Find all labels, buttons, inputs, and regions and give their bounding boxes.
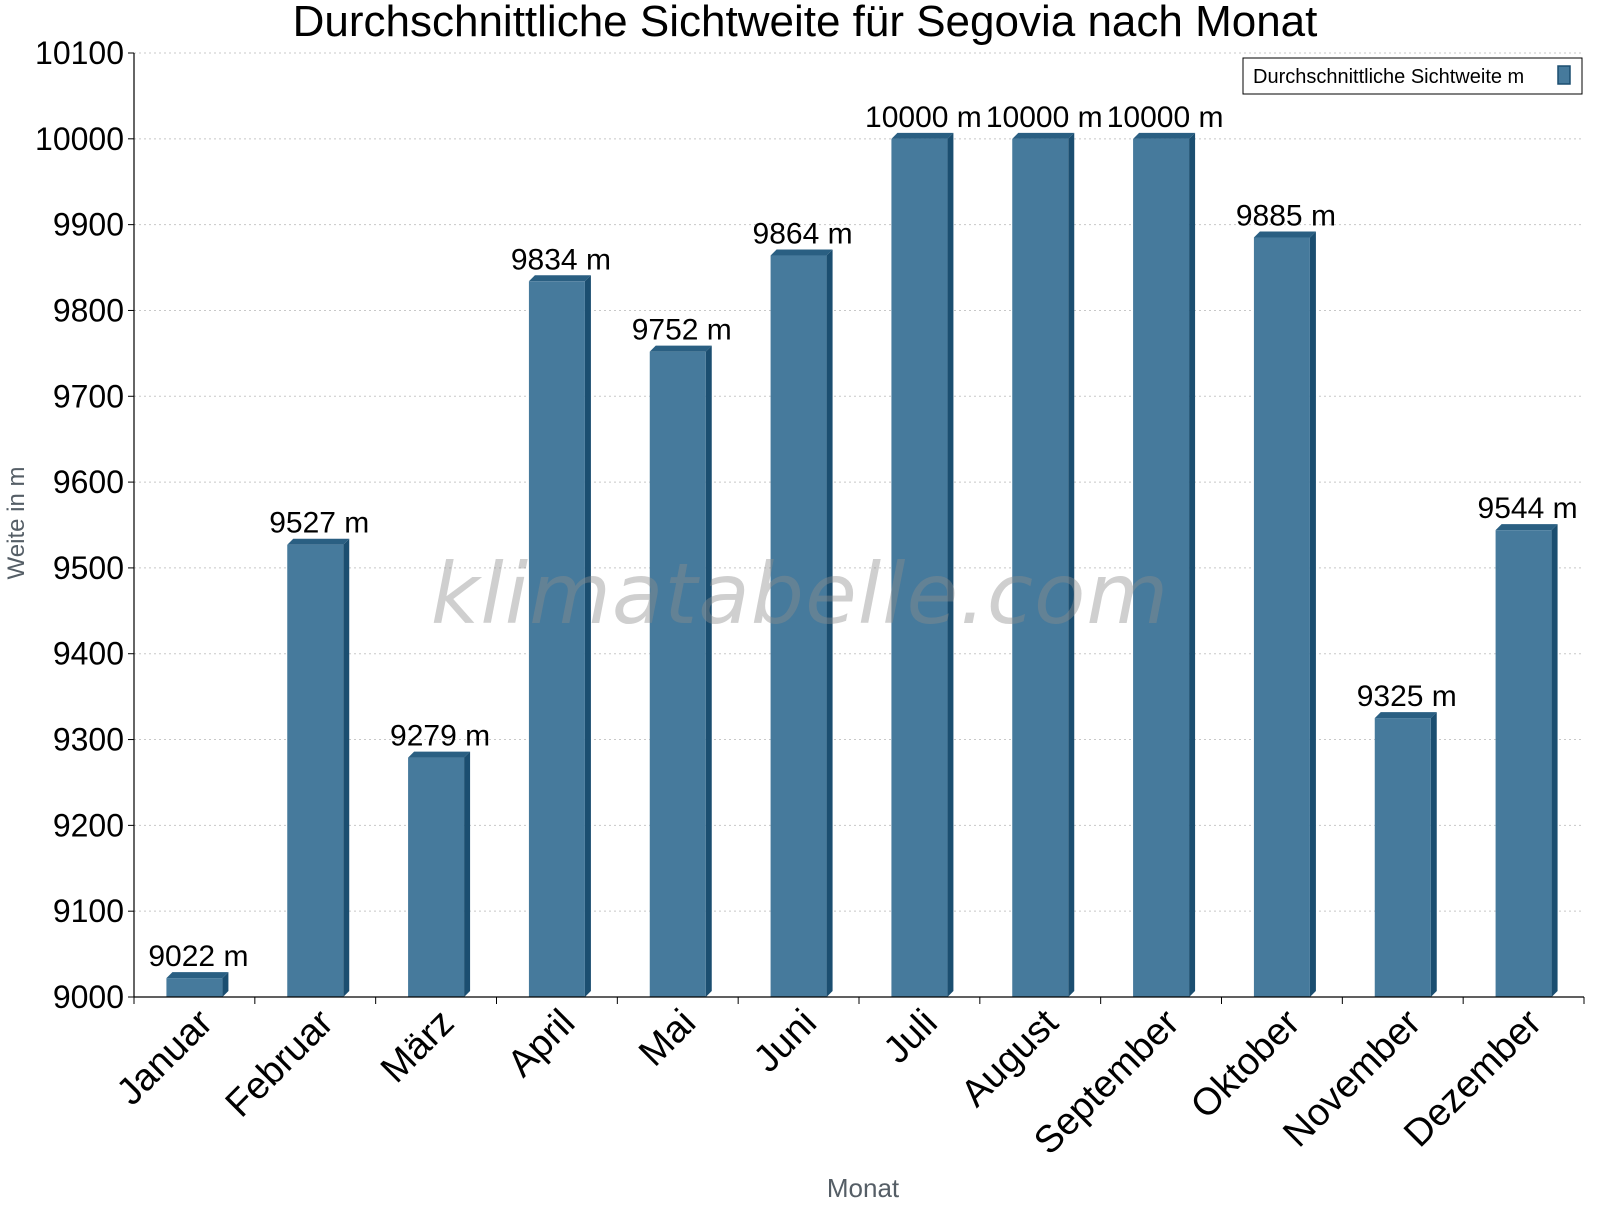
bar-side bbox=[1189, 132, 1196, 997]
bar-juni bbox=[770, 249, 833, 998]
legend: Durchschnittliche Sichtweite m bbox=[1242, 57, 1583, 95]
bar-top bbox=[1133, 132, 1196, 139]
y-tick-label: 10000 bbox=[35, 121, 124, 157]
gridlines bbox=[134, 52, 1584, 912]
chart-title: Durchschnittliche Sichtweite für Segovia… bbox=[293, 0, 1318, 46]
bar-front bbox=[1012, 138, 1069, 997]
bar-front bbox=[1253, 237, 1310, 997]
x-tick-label: April bbox=[500, 1002, 583, 1085]
y-tick-label: 9800 bbox=[53, 292, 124, 328]
bar-august bbox=[1012, 132, 1075, 997]
bar-november bbox=[1374, 712, 1437, 997]
data-label: 9325 m bbox=[1357, 680, 1457, 713]
bar-top bbox=[1495, 524, 1558, 531]
bar-front bbox=[1374, 718, 1431, 997]
y-tick-label: 9400 bbox=[53, 636, 124, 672]
y-tick-label: 9100 bbox=[53, 893, 124, 929]
bar-side bbox=[584, 275, 591, 997]
bar-front bbox=[770, 255, 827, 998]
bar-side bbox=[1068, 132, 1075, 997]
bar-front bbox=[287, 544, 344, 997]
bar-top bbox=[528, 275, 591, 282]
bar-top bbox=[1012, 132, 1075, 139]
bar-top bbox=[408, 751, 471, 758]
bar-februar bbox=[287, 538, 350, 997]
y-tick-label: 10100 bbox=[35, 35, 124, 71]
bar-front bbox=[1133, 138, 1190, 997]
x-tick-label: Oktober bbox=[1183, 1001, 1309, 1127]
y-tick-label: 9600 bbox=[53, 464, 124, 500]
legend-label: Durchschnittliche Sichtweite m bbox=[1253, 66, 1524, 88]
y-tick-label: 9700 bbox=[53, 378, 124, 414]
data-label: 9544 m bbox=[1478, 492, 1578, 525]
bar-side bbox=[1430, 712, 1437, 997]
bar-top bbox=[1374, 712, 1437, 719]
bar-top bbox=[166, 972, 229, 979]
x-tick-label: Juli bbox=[876, 1002, 946, 1072]
y-tick-label: 9300 bbox=[53, 722, 124, 758]
x-tick-label: August bbox=[953, 1001, 1067, 1115]
y-tick-label: 9900 bbox=[53, 207, 124, 243]
y-axis-title: Weite in m bbox=[3, 467, 30, 580]
x-axis-title: Monat bbox=[827, 1173, 900, 1200]
bar-side bbox=[826, 249, 833, 998]
bar-front bbox=[528, 281, 585, 997]
x-tick-label: Januar bbox=[109, 1001, 221, 1113]
bar-juli bbox=[891, 132, 954, 997]
bar-side bbox=[222, 972, 229, 997]
data-label: 9864 m bbox=[753, 218, 853, 251]
bar-side bbox=[464, 751, 471, 997]
bar-top bbox=[770, 249, 833, 256]
y-tick-label: 9500 bbox=[53, 550, 124, 586]
bar-top bbox=[1253, 231, 1316, 238]
x-tick-label: Februar bbox=[218, 1001, 342, 1125]
x-tick-label: März bbox=[373, 1002, 462, 1091]
bar-top bbox=[649, 345, 712, 352]
data-label: 9022 m bbox=[148, 940, 248, 973]
bar-top bbox=[891, 132, 954, 139]
bar-side bbox=[947, 132, 954, 997]
data-label: 9885 m bbox=[1236, 200, 1336, 233]
y-tick-label: 9200 bbox=[53, 807, 124, 843]
bar-märz bbox=[408, 751, 471, 997]
data-label: 10000 m bbox=[1107, 101, 1224, 134]
bar-front bbox=[166, 978, 223, 997]
bars bbox=[166, 132, 1558, 998]
x-tick-label: Juni bbox=[746, 1002, 825, 1081]
bar-front bbox=[649, 351, 706, 997]
data-label: 10000 m bbox=[986, 101, 1103, 134]
data-label: 9527 m bbox=[269, 507, 369, 540]
bar-april bbox=[528, 275, 591, 997]
bar-oktober bbox=[1253, 231, 1316, 997]
bar-september bbox=[1133, 132, 1196, 997]
bar-top bbox=[287, 538, 350, 545]
bar-side bbox=[1309, 231, 1316, 997]
bar-front bbox=[1495, 530, 1552, 997]
bar-januar bbox=[166, 972, 229, 997]
bar-front bbox=[408, 757, 465, 997]
data-label: 9752 m bbox=[632, 314, 732, 347]
legend-swatch bbox=[1557, 65, 1571, 85]
bar-dezember bbox=[1495, 524, 1558, 997]
bar-side bbox=[705, 345, 712, 997]
bar-front bbox=[891, 138, 948, 997]
data-label: 9279 m bbox=[390, 720, 490, 753]
data-label: 10000 m bbox=[865, 101, 982, 134]
data-label: 9834 m bbox=[511, 243, 611, 276]
legend-box bbox=[1242, 57, 1583, 95]
bar-mai bbox=[649, 345, 712, 997]
bar-side bbox=[1551, 524, 1558, 997]
bar-side bbox=[343, 538, 350, 997]
y-tick-label: 9000 bbox=[53, 979, 124, 1015]
data-labels: 9022 m 9527 m 9279 m 9834 m 9752 m 9864 m 1000… bbox=[148, 101, 1577, 973]
x-tick-label: Mai bbox=[631, 1002, 704, 1075]
